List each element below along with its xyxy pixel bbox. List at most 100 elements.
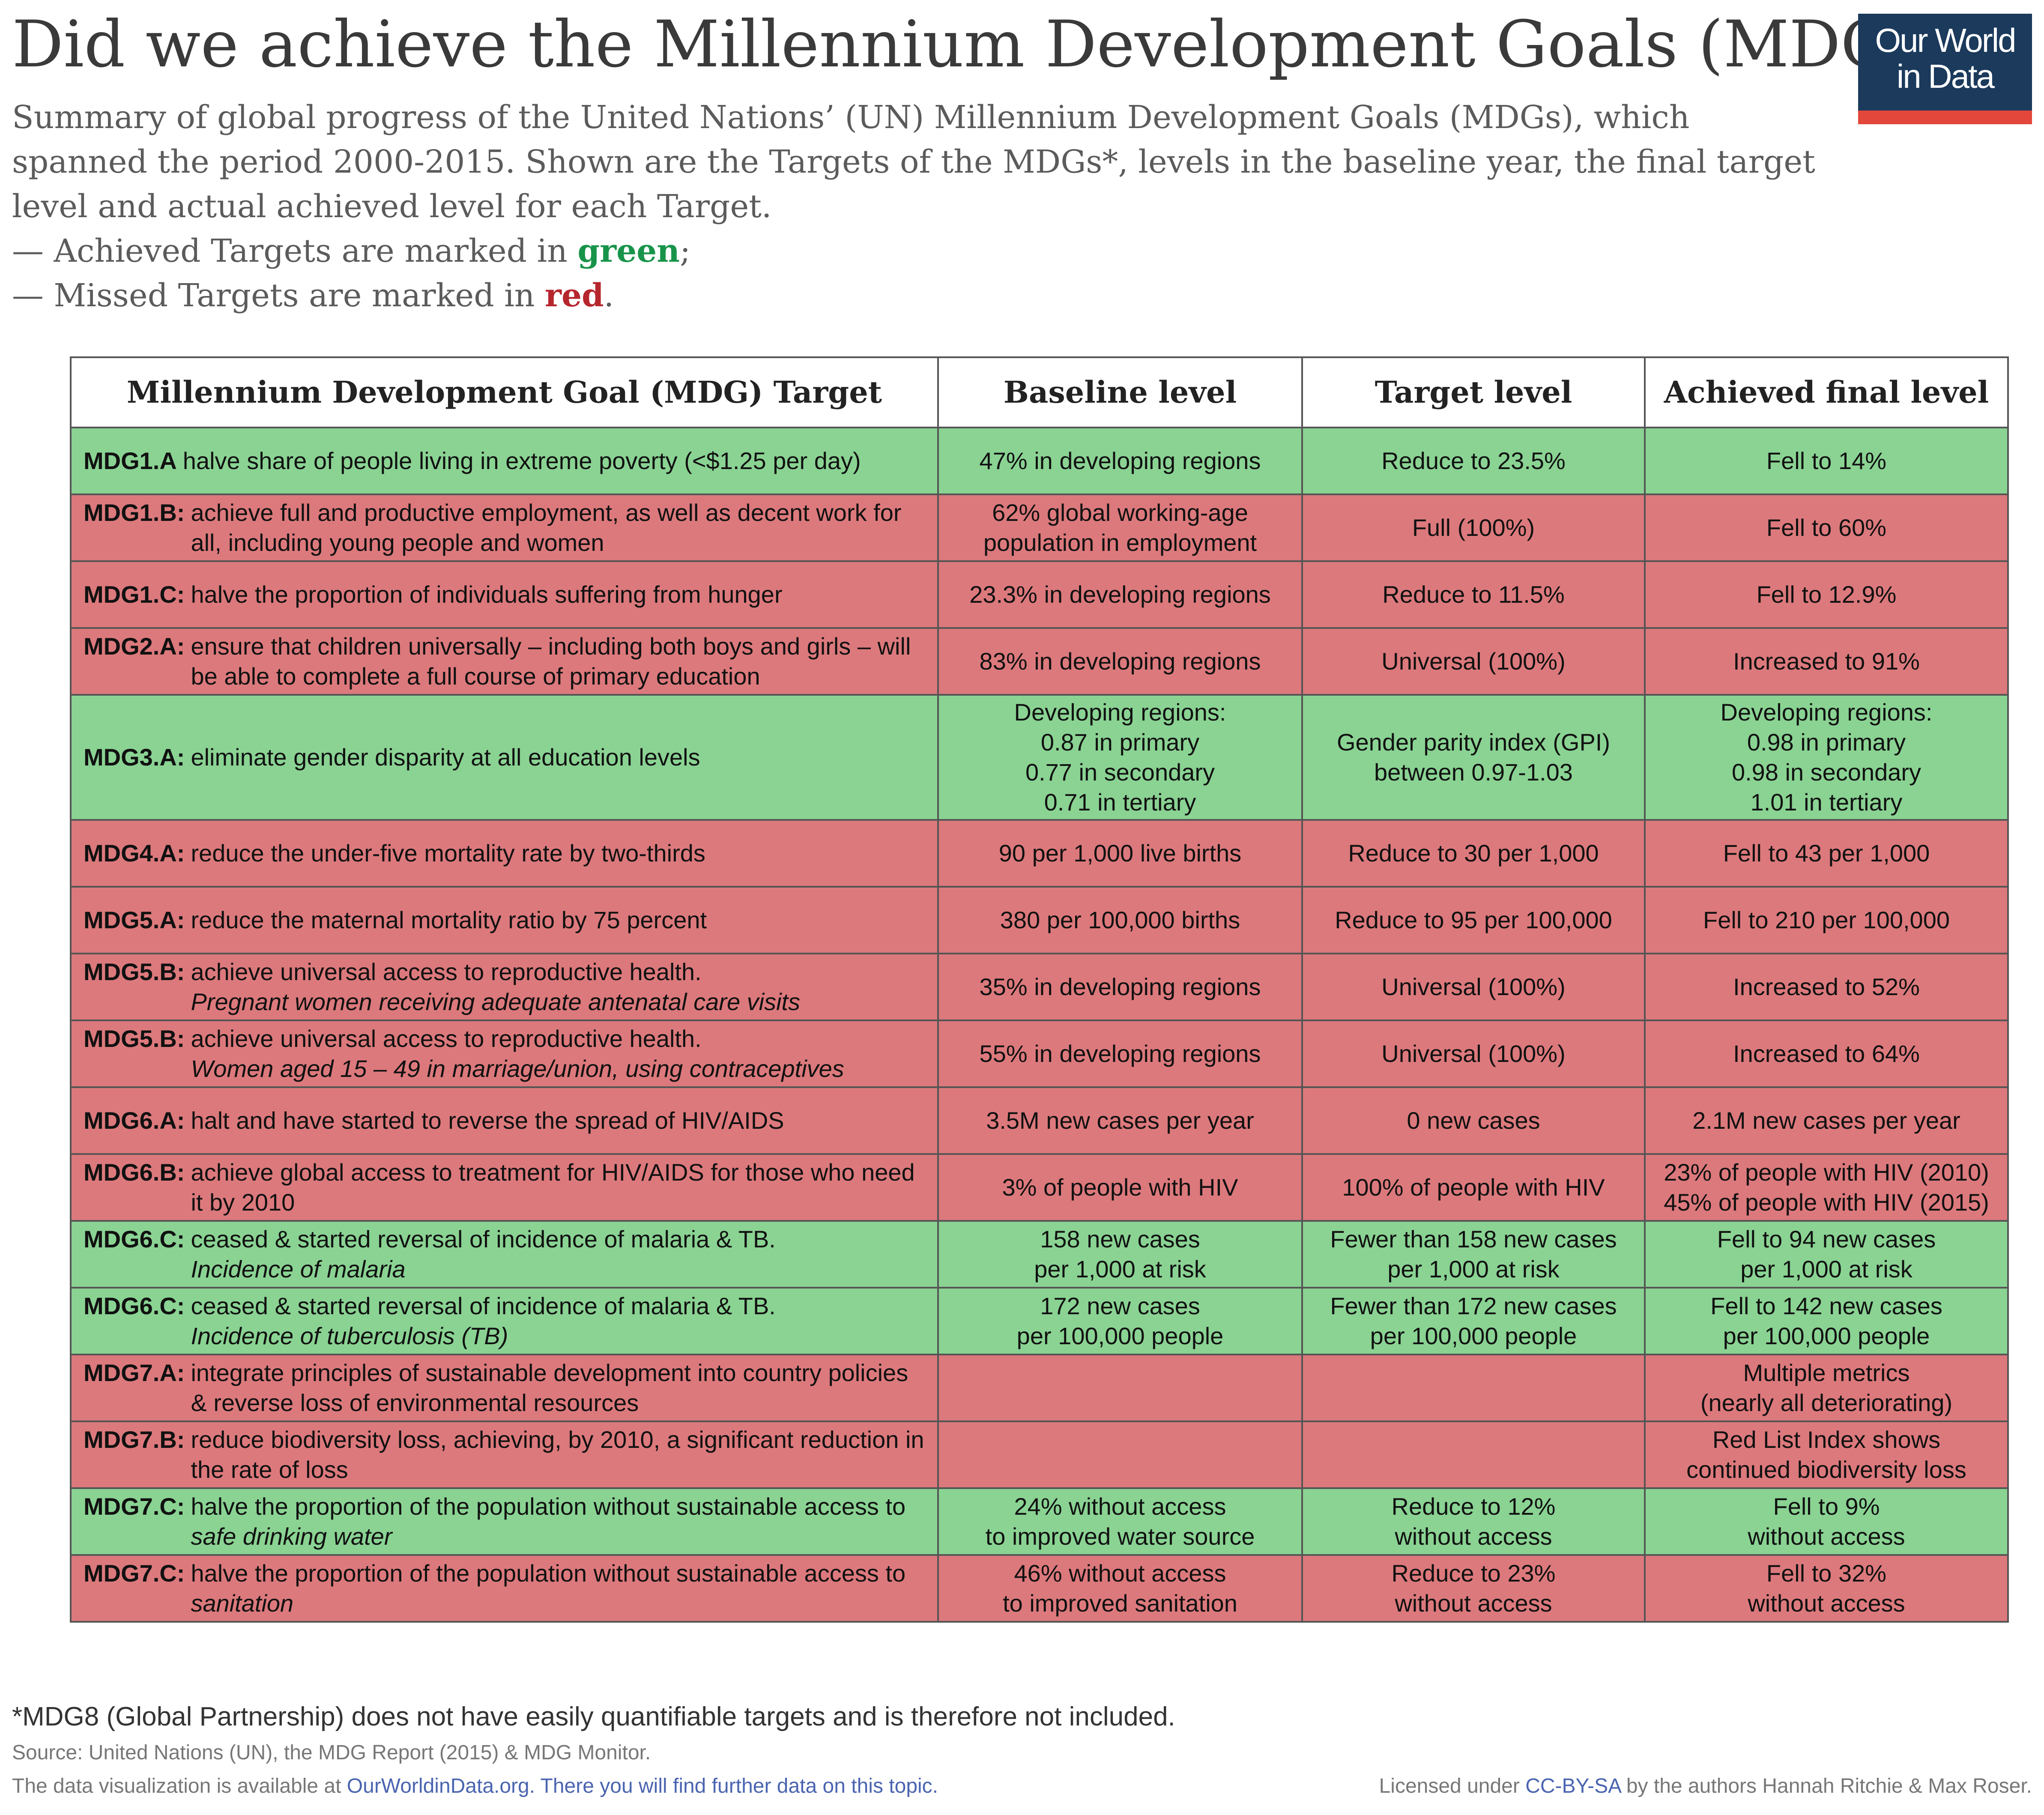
- target-description: reduce the maternal mortality ratio by 7…: [191, 906, 707, 933]
- license-note: Licensed under CC-BY-SA by the authors H…: [1218, 1773, 2032, 1799]
- target-code: MDG5.A:: [84, 906, 185, 933]
- achieved-cell: Fell to 12.9%: [1644, 560, 2009, 629]
- header-baseline: Baseline level: [937, 356, 1303, 428]
- target-cell: MDG2.A: ensure that children universally …: [70, 627, 939, 696]
- target-cell: MDG6.C: ceased & started reversal of inci…: [70, 1287, 939, 1355]
- target-code: MDG5.B:: [84, 958, 185, 985]
- achieved-cell: Fell to 94 new cases per 1,000 at risk: [1644, 1220, 2009, 1289]
- target-level-cell: 0 new cases: [1301, 1086, 1646, 1155]
- availability-note: The data visualization is available at O…: [12, 1773, 1211, 1799]
- target-cell: MDG6.B: achieve global access to treatmen…: [70, 1153, 939, 1222]
- target-level-cell: Fewer than 158 new cases per 1,000 at ri…: [1301, 1220, 1646, 1289]
- target-cell: MDG5.B: achieve universal access to repro…: [70, 953, 939, 1021]
- target-level-cell: Reduce to 11.5%: [1301, 560, 1646, 629]
- baseline-cell: [937, 1420, 1303, 1489]
- target-cell: MDG1.A halve share of people living in ex…: [70, 427, 939, 495]
- owid-logo-line2: in Data: [1896, 57, 1995, 95]
- target-description-block: ensure that children universally – inclu…: [191, 631, 929, 691]
- table-row: MDG5.A: reduce the maternal mortality rat…: [70, 886, 2009, 954]
- legend-achieved-prefix: — Achieved Targets are marked in: [12, 233, 578, 269]
- table-row: MDG6.B: achieve global access to treatmen…: [70, 1153, 2009, 1222]
- target-description: integrate principles of sustainable deve…: [191, 1359, 908, 1416]
- legend-missed: — Missed Targets are marked in red.: [12, 273, 1832, 318]
- target-description-block: halve share of people living in extreme …: [183, 446, 929, 476]
- baseline-cell: 23.3% in developing regions: [937, 560, 1303, 629]
- table-row: MDG1.A halve share of people living in ex…: [70, 427, 2009, 495]
- target-cell: MDG1.B: achieve full and productive emplo…: [70, 493, 939, 562]
- baseline-cell: 158 new cases per 1,000 at risk: [937, 1220, 1303, 1289]
- license-link[interactable]: CC-BY-SA: [1525, 1775, 1621, 1797]
- target-description-block: reduce the maternal mortality ratio by 7…: [191, 905, 929, 935]
- license-suffix: by the authors Hannah Ritchie & Max Rose…: [1620, 1775, 2032, 1797]
- table-row: MDG7.C: halve the proportion of the popul…: [70, 1554, 2009, 1623]
- owid-link[interactable]: OurWorldinData.org. There you will find …: [347, 1775, 938, 1797]
- license-prefix: Licensed under: [1379, 1775, 1526, 1797]
- achieved-cell: 23% of people with HIV (2010) 45% of peo…: [1644, 1153, 2009, 1222]
- target-description: ceased & started reversal of incidence o…: [191, 1292, 776, 1319]
- target-cell: MDG7.C: halve the proportion of the popul…: [70, 1554, 939, 1623]
- target-note: Incidence of tuberculosis (TB): [191, 1322, 508, 1349]
- legend-achieved-word: green: [577, 233, 680, 269]
- target-cell: MDG1.C: halve the proportion of individua…: [70, 560, 939, 629]
- achieved-cell: Fell to 210 per 100,000: [1644, 886, 2009, 954]
- baseline-cell: Developing regions: 0.87 in primary 0.77…: [937, 694, 1303, 821]
- baseline-cell: 62% global working-age population in emp…: [937, 493, 1303, 562]
- target-description: achieve full and productive employment, …: [191, 499, 902, 556]
- target-description: eliminate gender disparity at all educat…: [191, 744, 700, 771]
- target-inline-note: sanitation: [191, 1590, 294, 1617]
- target-level-cell: Reduce to 30 per 1,000: [1301, 819, 1646, 888]
- target-level-cell: Fewer than 172 new cases per 100,000 peo…: [1301, 1287, 1646, 1355]
- target-level-cell: Reduce to 95 per 100,000: [1301, 886, 1646, 954]
- table-row: MDG2.A: ensure that children universally …: [70, 627, 2009, 696]
- target-description: halve the proportion of the population w…: [191, 1493, 906, 1520]
- target-code: MDG7.A:: [84, 1359, 185, 1386]
- target-code: MDG4.A:: [84, 840, 185, 867]
- target-note: Incidence of malaria: [191, 1256, 406, 1283]
- target-code: MDG7.C:: [84, 1493, 185, 1520]
- target-level-cell: Reduce to 23.5%: [1301, 427, 1646, 495]
- target-description-block: halve the proportion of the population w…: [191, 1492, 929, 1552]
- target-description-block: halve the proportion of the population w…: [191, 1558, 929, 1618]
- footnote: *MDG8 (Global Partnership) does not have…: [12, 1702, 1175, 1731]
- target-code: MDG6.A:: [84, 1107, 185, 1134]
- target-description: reduce the under-five mortality rate by …: [191, 840, 705, 867]
- target-description-block: halt and have started to reverse the spr…: [191, 1106, 929, 1136]
- achieved-cell: Developing regions: 0.98 in primary 0.98…: [1644, 694, 2009, 821]
- target-cell: MDG5.A: reduce the maternal mortality rat…: [70, 886, 939, 954]
- target-level-cell: 100% of people with HIV: [1301, 1153, 1646, 1222]
- target-code: MDG3.A:: [84, 744, 185, 771]
- target-description-block: achieve universal access to reproductive…: [191, 1024, 929, 1084]
- legend-achieved: — Achieved Targets are marked in green;: [12, 229, 1832, 273]
- table-row: MDG5.B: achieve universal access to repro…: [70, 1020, 2009, 1088]
- baseline-cell: 55% in developing regions: [937, 1020, 1303, 1088]
- target-code: MDG1.C:: [84, 581, 185, 608]
- availability-prefix: The data visualization is available at: [12, 1775, 347, 1797]
- achieved-cell: Increased to 64%: [1644, 1020, 2009, 1088]
- baseline-cell: 380 per 100,000 births: [937, 886, 1303, 954]
- target-cell: MDG6.A: halt and have started to reverse …: [70, 1086, 939, 1155]
- subtitle: Summary of global progress of the United…: [12, 99, 1815, 225]
- owid-logo[interactable]: Our World in Data: [1858, 14, 2032, 124]
- achieved-cell: Fell to 60%: [1644, 493, 2009, 562]
- table-header-row: Millennium Development Goal (MDG) Target…: [70, 356, 2009, 428]
- target-level-cell: Full (100%): [1301, 493, 1646, 562]
- target-description: achieve universal access to reproductive…: [191, 958, 702, 985]
- achieved-cell: Fell to 9% without access: [1644, 1487, 2009, 1556]
- achieved-cell: Fell to 43 per 1,000: [1644, 819, 2009, 888]
- target-cell: MDG5.B: achieve universal access to repro…: [70, 1020, 939, 1088]
- baseline-cell: 24% without access to improved water sou…: [937, 1487, 1303, 1556]
- achieved-cell: Increased to 52%: [1644, 953, 2009, 1021]
- legend-missed-suffix: .: [604, 277, 614, 314]
- target-cell: MDG4.A: reduce the under-five mortality r…: [70, 819, 939, 888]
- target-description-block: achieve global access to treatment for H…: [191, 1157, 929, 1217]
- table-row: MDG7.C: halve the proportion of the popul…: [70, 1487, 2009, 1556]
- target-level-cell: Reduce to 12% without access: [1301, 1487, 1646, 1556]
- subtitle-block: Summary of global progress of the United…: [12, 95, 1832, 318]
- table-row: MDG3.A: eliminate gender disparity at all…: [70, 694, 2009, 821]
- target-code: MDG7.B:: [84, 1426, 185, 1453]
- target-code: MDG6.C:: [84, 1292, 185, 1319]
- target-description-block: reduce the under-five mortality rate by …: [191, 838, 929, 868]
- baseline-cell: [937, 1354, 1303, 1422]
- legend-missed-prefix: — Missed Targets are marked in: [12, 277, 545, 314]
- target-code: MDG7.C:: [84, 1560, 185, 1587]
